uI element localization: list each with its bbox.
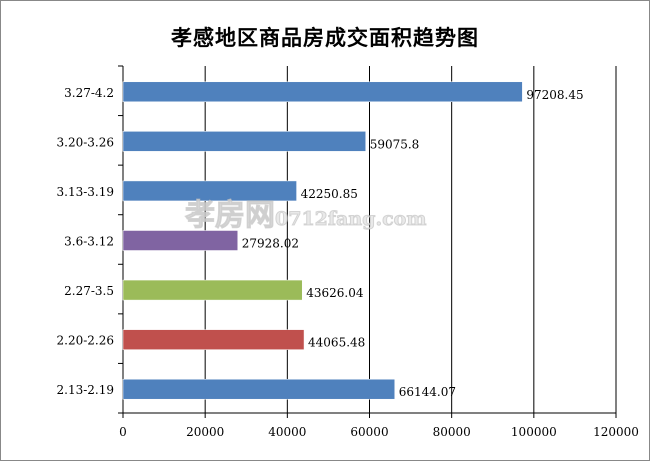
x-tick-label: 20000 — [186, 425, 224, 439]
data-label: 59075.8 — [370, 137, 420, 151]
x-tick-label: 60000 — [350, 425, 388, 439]
category-label: 2.13-2.19 — [57, 383, 115, 397]
bar — [122, 180, 297, 202]
bar — [122, 131, 366, 152]
data-label: 27928.02 — [242, 237, 299, 251]
category-label: 2.20-2.26 — [57, 334, 115, 348]
category-label: 3.27-4.2 — [64, 86, 114, 100]
data-label: 97208.45 — [526, 88, 583, 102]
watermark: 孝房网0712fang.com — [185, 190, 427, 234]
watermark-url: 0712fang.com — [274, 208, 427, 231]
category-label: 3.13-3.19 — [57, 185, 115, 199]
x-tick-label: 100000 — [511, 425, 557, 439]
bar — [122, 81, 523, 103]
watermark-cn: 孝房网 — [185, 198, 276, 234]
bar — [122, 279, 303, 301]
x-tick-label: 0 — [119, 425, 127, 439]
data-label: 66144.07 — [399, 385, 456, 399]
bar — [122, 378, 395, 400]
chart-title: 孝感地区商品房成交面积趋势图 — [171, 26, 479, 50]
category-label: 3.6-3.12 — [64, 235, 114, 249]
category-label: 3.20-3.26 — [57, 135, 115, 149]
category-label: 2.27-3.5 — [64, 284, 114, 298]
x-tick-label: 80000 — [433, 425, 471, 439]
data-label: 43626.04 — [306, 286, 364, 300]
x-tick-label: 120000 — [593, 425, 639, 439]
x-tick-label: 40000 — [268, 425, 306, 439]
data-label: 44065.48 — [308, 336, 365, 350]
bar — [122, 230, 238, 251]
data-label: 42250.85 — [301, 187, 358, 201]
bar — [122, 329, 305, 350]
